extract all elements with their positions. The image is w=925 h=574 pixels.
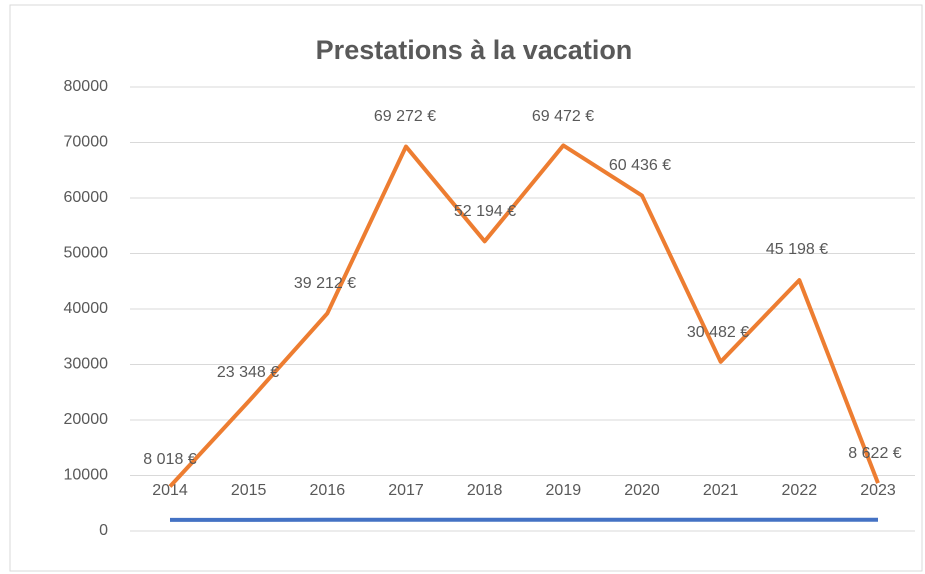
data-label: 45 198 € [766, 241, 828, 258]
x-tick-label: 2022 [782, 482, 818, 499]
y-tick-label: 10000 [64, 467, 109, 484]
y-tick-label: 0 [99, 522, 108, 539]
y-tick-label: 60000 [64, 189, 109, 206]
chart-frame [9, 4, 923, 572]
y-tick-label: 70000 [64, 134, 109, 151]
x-tick-label: 2018 [467, 482, 503, 499]
x-tick-label: 2021 [703, 482, 739, 499]
y-tick-label: 80000 [64, 78, 109, 95]
data-label: 60 436 € [609, 157, 671, 174]
data-label: 52 194 € [454, 203, 516, 220]
x-tick-label: 2020 [624, 482, 660, 499]
data-label: 8 018 € [143, 451, 196, 468]
data-label: 8 622 € [848, 445, 901, 462]
x-tick-label: 2015 [231, 482, 267, 499]
x-tick-label: 2017 [388, 482, 424, 499]
y-tick-label: 20000 [64, 411, 109, 428]
x-tick-label: 2016 [310, 482, 346, 499]
data-label: 23 348 € [217, 364, 279, 381]
x-tick-label: 2019 [546, 482, 582, 499]
x-tick-label: 2023 [860, 482, 896, 499]
data-label: 30 482 € [687, 324, 749, 341]
data-label: 69 272 € [374, 108, 436, 125]
data-label: 69 472 € [532, 108, 594, 125]
y-tick-label: 40000 [64, 300, 109, 317]
x-tick-label: 2014 [152, 482, 188, 499]
series-line [168, 143, 880, 488]
y-tick-label: 50000 [64, 245, 109, 262]
chart-title: Prestations à la vacation [316, 35, 633, 65]
y-tick-label: 30000 [64, 356, 109, 373]
data-label: 39 212 € [294, 275, 356, 292]
